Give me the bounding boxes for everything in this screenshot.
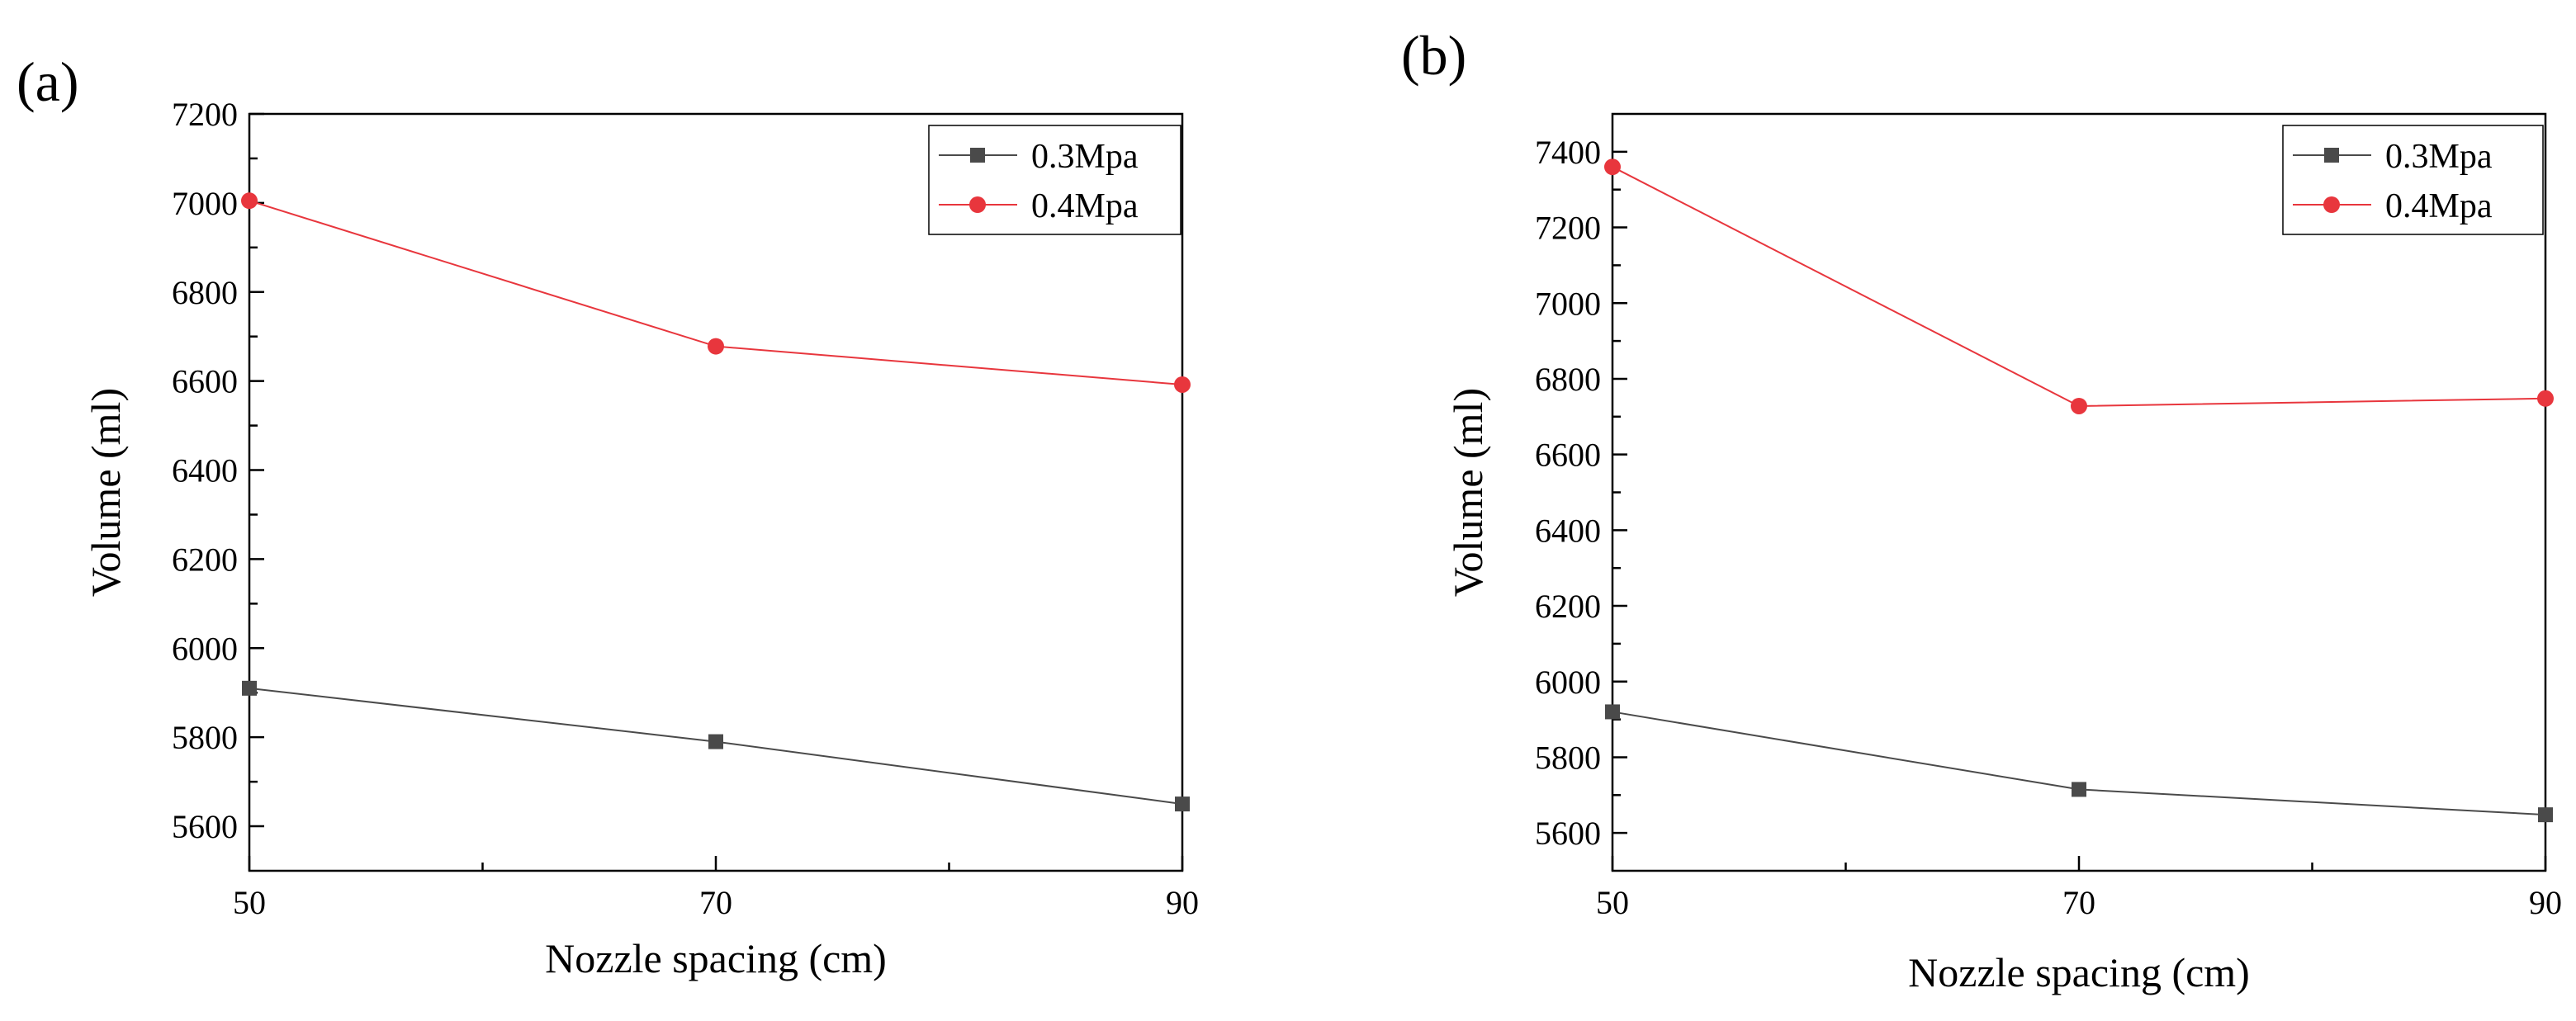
x-tick-label-b: 50 [1596,884,1629,921]
y-tick-label-a: 6600 [172,363,238,400]
y-tick-label-a: 7000 [172,185,238,222]
y-tick-label-b: 6800 [1535,361,1601,398]
x-axis-title-b: Nozzle spacing (cm) [1908,949,2250,995]
y-tick-label-b: 5800 [1535,739,1601,776]
data-point-circle-b [1604,158,1621,176]
legend-marker-square-a [970,148,985,163]
legend-box-a [928,125,1181,235]
legend-marker-circle-b [2323,196,2340,213]
data-point-circle-a [1174,376,1191,393]
y-tick-label-a: 6000 [172,630,238,667]
x-tick-label-a: 50 [233,884,266,921]
legend-a: 0.3Mpa 0.4Mpa [928,125,1181,235]
data-point-square-b [2072,782,2086,797]
x-axis-title-a: Nozzle spacing (cm) [545,935,887,981]
x-tick-label-a: 70 [699,884,732,921]
legend-box-b [2282,125,2544,235]
y-tick-label-b: 5600 [1535,815,1601,852]
y-axis-title-b: Volume (ml) [1445,388,1491,597]
legend-marker-circle-a [969,196,986,213]
legend-label-b: 0.3Mpa [2385,138,2493,176]
y-tick-label-a: 7200 [172,96,238,133]
y-tick-label-b: 6600 [1535,437,1601,474]
y-tick-label-a: 6200 [172,541,238,578]
legend-marker-square-b [2324,148,2339,163]
y-tick-label-b: 7200 [1535,210,1601,247]
legend-label-b: 0.4Mpa [2385,187,2493,225]
panel-label-b: (b) [1401,24,1466,87]
data-point-circle-a [708,338,724,355]
chart-b: 5600 5800 6000 6200 6400 6600 6800 7000 7200 7400… [1445,112,2562,995]
legend-b: 0.3Mpa 0.4Mpa [2282,125,2544,235]
y-tick-label-b: 6400 [1535,512,1601,549]
y-tick-label-b: 6000 [1535,664,1601,701]
data-point-square-a [1175,796,1190,812]
x-tick-label-b: 90 [2529,884,2562,921]
y-tick-label-a: 6800 [172,274,238,311]
y-tick-label-b: 6200 [1535,588,1601,625]
legend-label-a: 0.4Mpa [1031,187,1139,225]
data-point-square-b [2538,807,2553,823]
data-point-circle-a [241,192,258,210]
y-tick-label-b: 7000 [1535,285,1601,322]
x-tick-label-b: 70 [2062,884,2095,921]
panel-label-a: (a) [17,50,78,113]
data-point-circle-b [2537,390,2554,407]
y-tick-label-a: 5600 [172,808,238,845]
x-tick-label-a: 90 [1166,884,1199,921]
data-point-square-b [1605,704,1620,720]
series-line-b-0 [1612,711,2546,816]
y-tick-label-b: 7400 [1535,134,1601,171]
data-point-square-a [242,680,257,696]
data-point-circle-b [2071,397,2087,414]
legend-label-a: 0.3Mpa [1031,138,1139,176]
y-tick-label-a: 6400 [172,452,238,489]
data-point-square-a [708,734,723,749]
chart-a: 5600 5800 6000 6200 6400 6600 6800 7000 7200 50 70… [83,96,1199,981]
y-axis-title-a: Volume (ml) [83,388,129,597]
y-tick-label-a: 5800 [172,719,238,756]
